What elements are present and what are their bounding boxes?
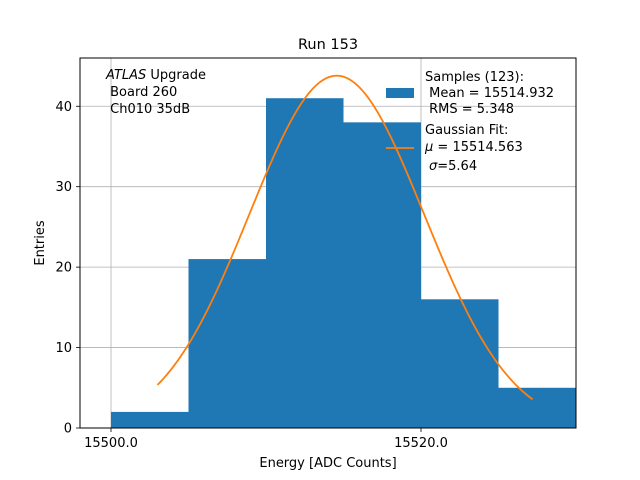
histogram-bars (111, 98, 576, 428)
y-axis-label: Entries (33, 220, 48, 266)
annotation: ATLAS Upgrade Board 260 Ch010 35dB (105, 68, 206, 117)
x-axis-ticks: 15500.0 15520.0 (84, 428, 448, 451)
legend-mu-value: = 15514.563 (433, 140, 522, 155)
legend-samples-label: Samples (123): (425, 70, 524, 85)
legend-mu-symbol: μ (424, 140, 433, 155)
y-tick-label-3: 30 (55, 180, 72, 195)
y-tick-label-2: 20 (55, 261, 72, 276)
plot-frame (79, 57, 577, 429)
histogram-bar-1 (188, 259, 266, 428)
legend-fit-mu: μ = 15514.563 (424, 140, 523, 155)
histogram-bar-5 (498, 387, 576, 428)
x-tick-label-1: 15520.0 (394, 436, 448, 451)
fit-layer (156, 74, 534, 401)
annotation-atlas: ATLAS (105, 68, 146, 83)
x-axis-label: Energy [ADC Counts] (259, 456, 396, 471)
y-tick-label-1: 10 (55, 341, 72, 356)
y-tick-label-4: 40 (55, 100, 72, 115)
annotation-upgrade: Upgrade (146, 68, 206, 83)
legend-fit-title: Gaussian Fit: (425, 123, 508, 138)
legend: Samples (123): Mean = 15514.932 RMS = 5.… (386, 70, 554, 174)
legend-rms-label: RMS = 5.348 (425, 102, 514, 117)
legend-mean-label: Mean = 15514.932 (425, 86, 554, 101)
legend-sigma-symbol: σ (429, 159, 438, 174)
legend-sigma-value: =5.64 (437, 159, 477, 174)
legend-fit-sigma: σ=5.64 (429, 159, 477, 174)
y-tick-label-0: 0 (64, 422, 72, 437)
chart-title: Run 153 (298, 37, 358, 53)
histogram-bar-0 (111, 411, 189, 428)
x-tick-label-0: 15500.0 (84, 436, 138, 451)
annotation-line-2: Board 260 (106, 85, 177, 100)
histogram-bar-4 (421, 299, 499, 428)
histogram-bar-2 (266, 98, 344, 428)
annotation-line-1: ATLAS Upgrade (105, 68, 206, 83)
legend-histogram-swatch (386, 88, 414, 98)
y-axis-ticks: 0 10 20 30 40 (55, 100, 80, 437)
annotation-line-3: Ch010 35dB (106, 102, 190, 117)
gaussian-fit-curve (156, 74, 534, 401)
histogram-bar-3 (343, 122, 421, 428)
